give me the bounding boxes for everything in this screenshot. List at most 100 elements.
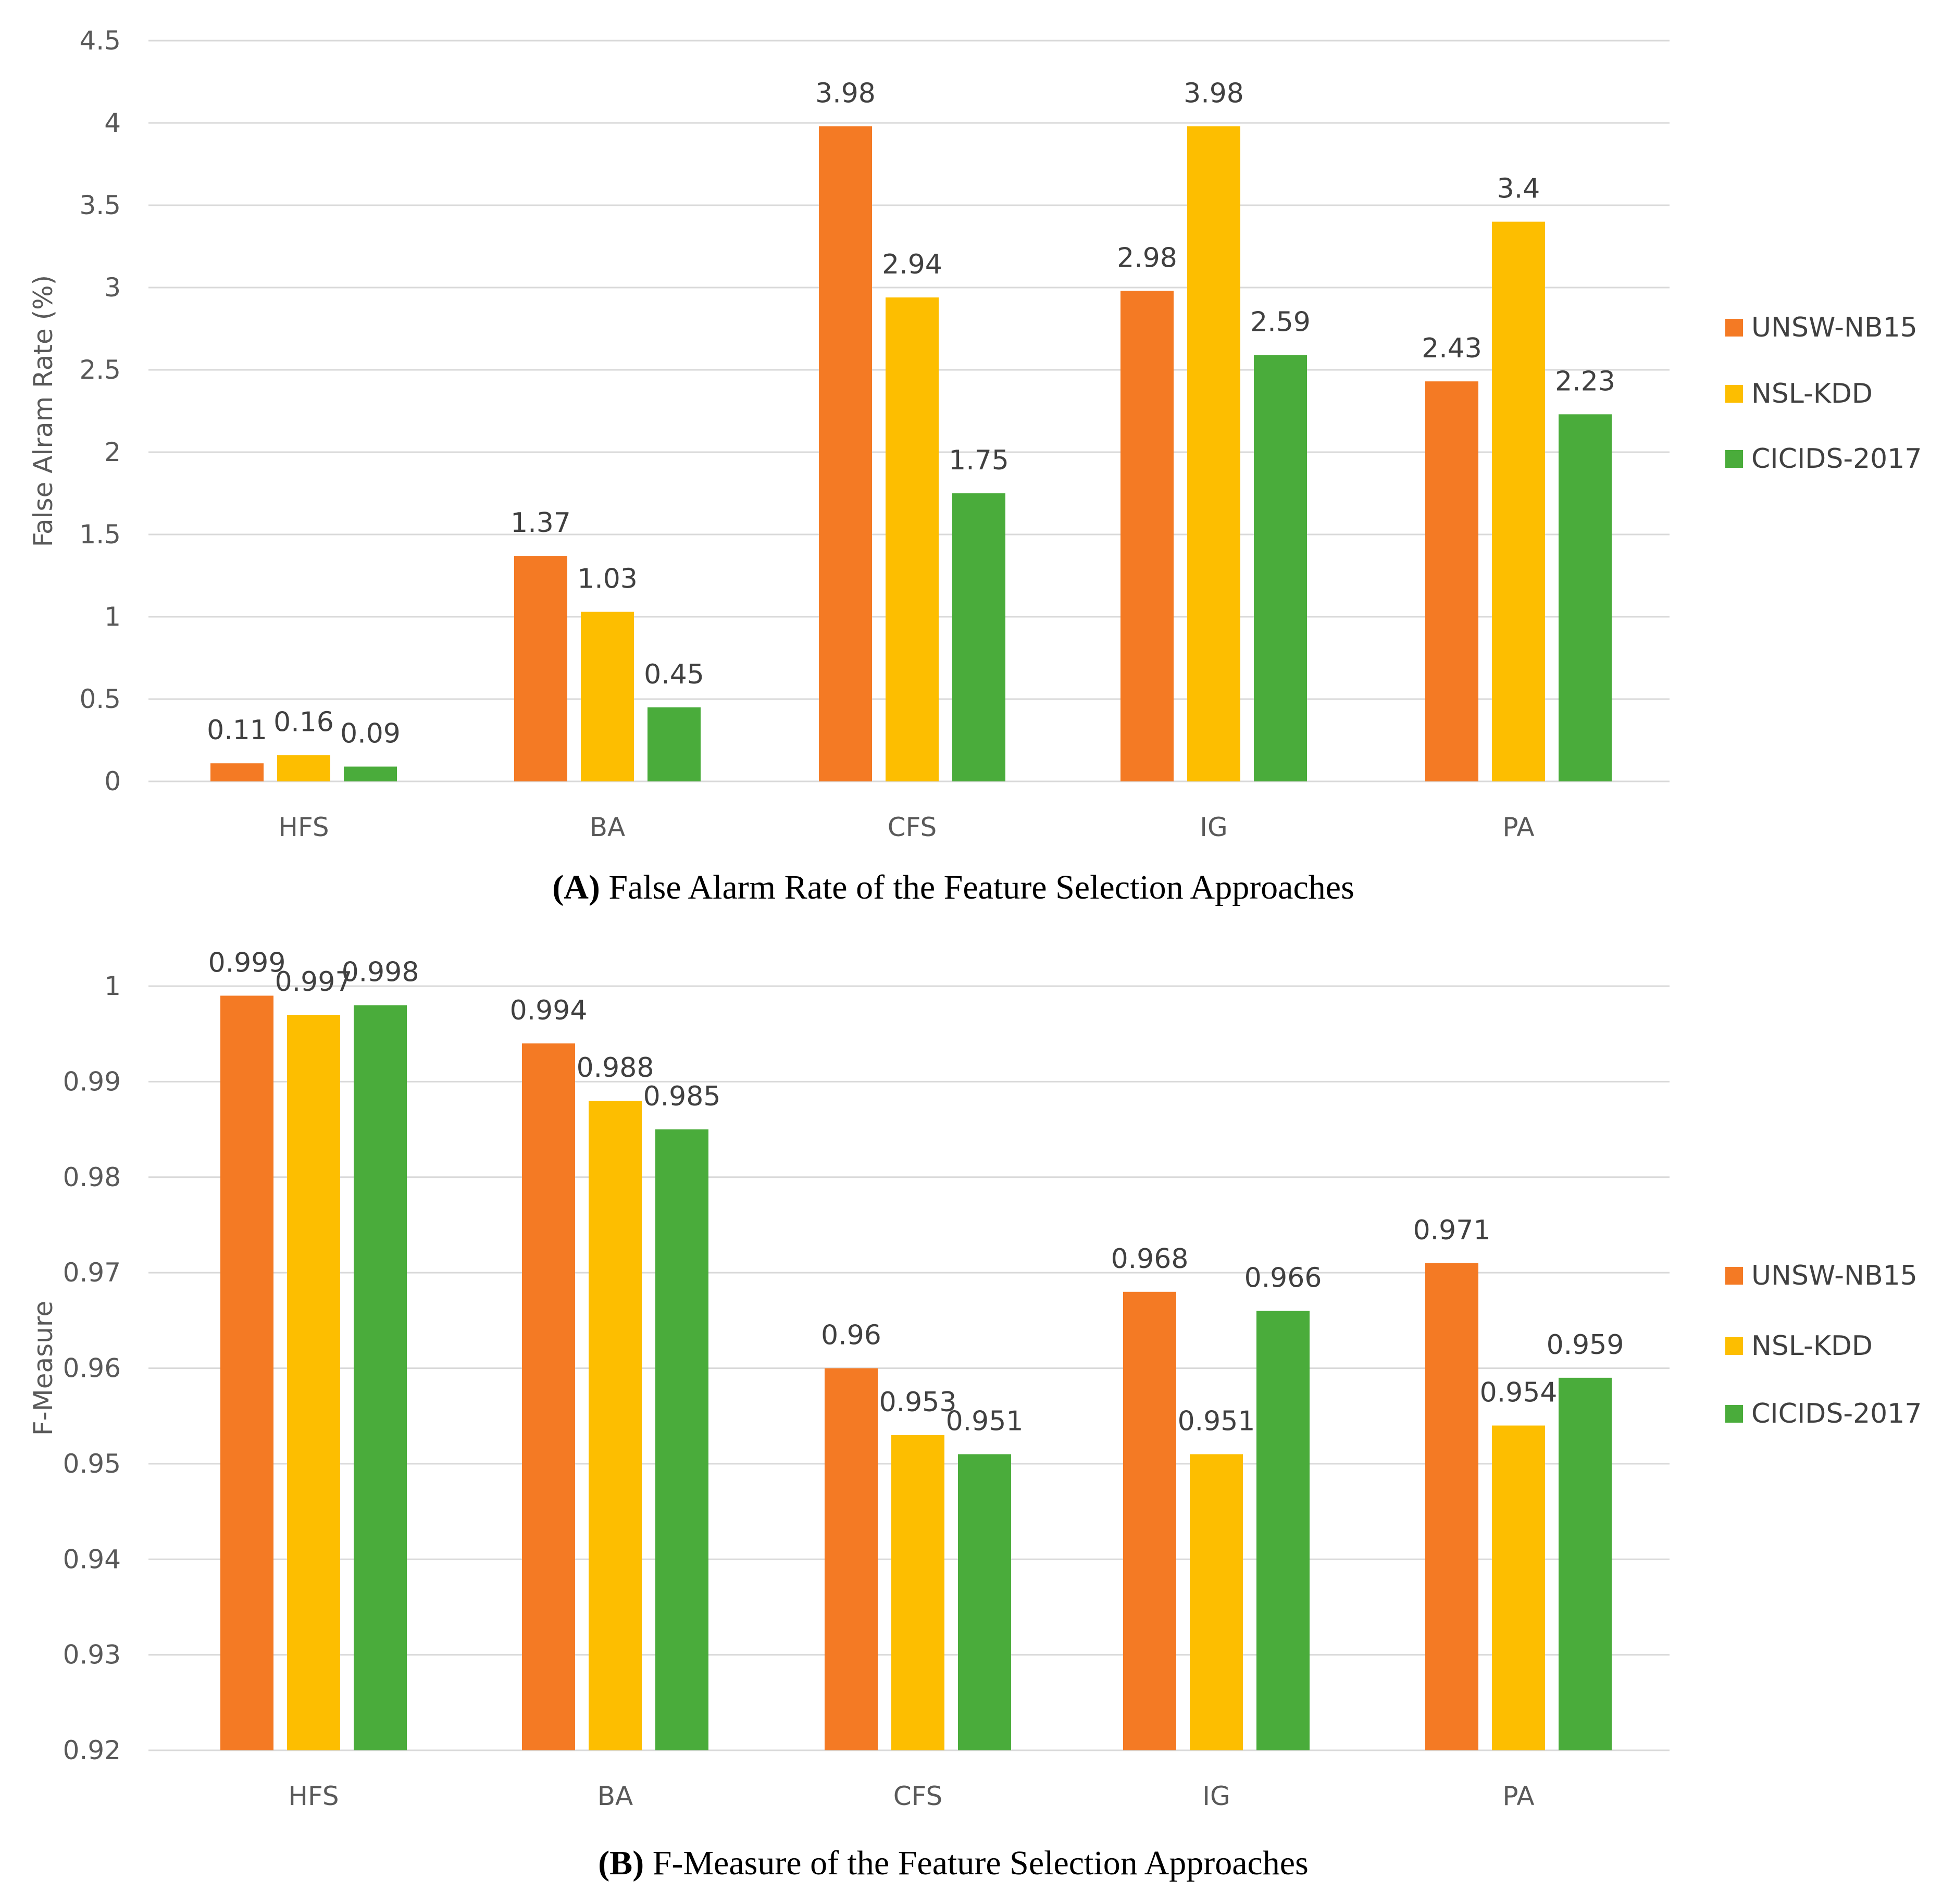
legend-label: CICIDS-2017 <box>1751 443 1922 475</box>
y-tick-label: 4 <box>104 108 121 138</box>
figure-caption: (A) False Alarm Rate of the Feature Sele… <box>552 868 1354 906</box>
bar-cicids-2017 <box>354 1005 407 1750</box>
bar-nsl-kdd <box>886 297 939 781</box>
data-label: 0.11 <box>207 715 267 746</box>
data-label: 1.75 <box>949 445 1009 476</box>
bar-nsl-kdd <box>277 755 330 781</box>
data-label: 2.98 <box>1117 242 1177 273</box>
data-label: 0.959 <box>1547 1329 1624 1361</box>
data-label: 1.37 <box>510 507 571 539</box>
bar-cicids-2017 <box>1256 1311 1310 1750</box>
data-label: 3.98 <box>1184 78 1244 109</box>
x-tick-label: HFS <box>288 1781 339 1811</box>
data-label: 0.954 <box>1480 1377 1558 1409</box>
bar-cicids-2017 <box>1254 355 1307 781</box>
caption-text: F-Measure of the Feature Selection Appro… <box>644 1844 1309 1882</box>
x-tick-label: PA <box>1502 812 1534 842</box>
bar-nsl-kdd <box>1190 1454 1243 1750</box>
data-label: 2.43 <box>1422 333 1482 364</box>
bar-unsw-nb15 <box>1123 1291 1176 1750</box>
bar-nsl-kdd <box>581 612 634 781</box>
bar-nsl-kdd <box>287 1015 340 1750</box>
x-tick-label: PA <box>1502 1781 1534 1811</box>
data-label: 2.23 <box>1555 366 1615 397</box>
data-label: 0.953 <box>879 1387 957 1418</box>
legend-label: UNSW-NB15 <box>1751 1260 1917 1291</box>
y-tick-label: 4.5 <box>79 26 121 56</box>
bar-unsw-nb15 <box>514 556 567 781</box>
legend-label: CICIDS-2017 <box>1751 1398 1922 1429</box>
legend-label: NSL-KDD <box>1751 378 1873 409</box>
y-tick-label: 0.96 <box>63 1353 121 1384</box>
data-label: 0.971 <box>1413 1215 1491 1246</box>
y-tick-label: 3.5 <box>79 190 121 220</box>
bar-cicids-2017 <box>952 493 1005 781</box>
bar-unsw-nb15 <box>825 1368 878 1750</box>
y-tick-label: 0.92 <box>63 1735 121 1765</box>
bar-nsl-kdd <box>1492 221 1545 782</box>
y-tick-label: 2.5 <box>79 355 121 385</box>
data-label: 2.59 <box>1250 307 1311 338</box>
y-axis-title: F-Measure <box>28 1301 58 1436</box>
x-tick-label: IG <box>1200 812 1228 842</box>
caption-text: False Alarm Rate of the Feature Selectio… <box>600 868 1354 906</box>
y-axis-title: False Alram Rate (%) <box>28 275 58 547</box>
bar-unsw-nb15 <box>220 995 273 1750</box>
data-label: 0.988 <box>577 1052 654 1084</box>
bar-cicids-2017 <box>1559 414 1612 781</box>
data-label: 3.4 <box>1497 173 1540 205</box>
y-tick-label: 1 <box>104 602 121 632</box>
bar-cicids-2017 <box>647 707 701 781</box>
data-label: 1.03 <box>577 564 638 595</box>
legend-swatch <box>1725 1405 1743 1423</box>
caption-tag: (B) <box>598 1844 644 1882</box>
chart-f-measure: 0.92 0.93 0.94 0.95 0.96 0.97 0.98 0.99 1 F-Measu… <box>28 947 1922 1882</box>
bar-unsw-nb15 <box>210 763 264 781</box>
y-tick-label: 2 <box>104 437 121 467</box>
bar-unsw-nb15 <box>819 126 872 781</box>
legend-label: UNSW-NB15 <box>1751 312 1917 343</box>
data-label: 0.09 <box>340 718 401 750</box>
bar-unsw-nb15 <box>522 1043 575 1750</box>
y-tick-label: 0.5 <box>79 684 121 714</box>
y-tick-label: 0.98 <box>63 1162 121 1192</box>
bar-cicids-2017 <box>958 1454 1011 1750</box>
data-label: 0.994 <box>510 995 588 1026</box>
caption-tag: (A) <box>552 868 600 906</box>
bar-unsw-nb15 <box>1425 1263 1478 1750</box>
legend-swatch <box>1725 319 1743 337</box>
x-tick-label: BA <box>597 1781 633 1811</box>
data-label: 0.951 <box>946 1406 1024 1437</box>
legend-swatch <box>1725 1267 1743 1285</box>
data-label: 0.966 <box>1244 1262 1322 1293</box>
legend-label: NSL-KDD <box>1751 1330 1873 1362</box>
y-tick-label: 0.97 <box>63 1258 121 1288</box>
data-label: 0.999 <box>208 947 286 978</box>
data-label: 0.45 <box>644 659 704 690</box>
y-tick-label: 1 <box>104 971 121 1001</box>
bar-nsl-kdd <box>589 1101 642 1750</box>
bar-unsw-nb15 <box>1120 291 1174 781</box>
y-tick-label: 0 <box>104 766 121 797</box>
x-tick-label: CFS <box>888 812 937 842</box>
data-label: 0.997 <box>275 966 353 998</box>
y-tick-label: 0.99 <box>63 1066 121 1097</box>
y-tick-label: 0.93 <box>63 1640 121 1670</box>
bar-unsw-nb15 <box>1425 381 1478 781</box>
y-tick-label: 0.94 <box>63 1544 121 1574</box>
data-label: 0.16 <box>273 706 334 738</box>
bar-cicids-2017 <box>655 1129 708 1750</box>
data-label: 0.998 <box>342 957 419 988</box>
bar-nsl-kdd <box>1492 1425 1545 1750</box>
data-label: 0.951 <box>1178 1406 1255 1437</box>
bar-nsl-kdd <box>891 1435 944 1750</box>
legend-swatch <box>1725 1337 1743 1355</box>
data-label: 3.98 <box>815 78 876 109</box>
chart-false-alarm-rate: 0 0.5 1 1.5 2 2.5 3 3.5 4 4.5 False Alram Rate (%)… <box>28 26 1922 906</box>
y-tick-label: 0.95 <box>63 1449 121 1479</box>
figure-caption: (B) F-Measure of the Feature Selection A… <box>598 1844 1309 1882</box>
x-tick-label: IG <box>1202 1781 1230 1811</box>
data-label: 0.985 <box>643 1081 721 1112</box>
bar-nsl-kdd <box>1187 126 1240 781</box>
